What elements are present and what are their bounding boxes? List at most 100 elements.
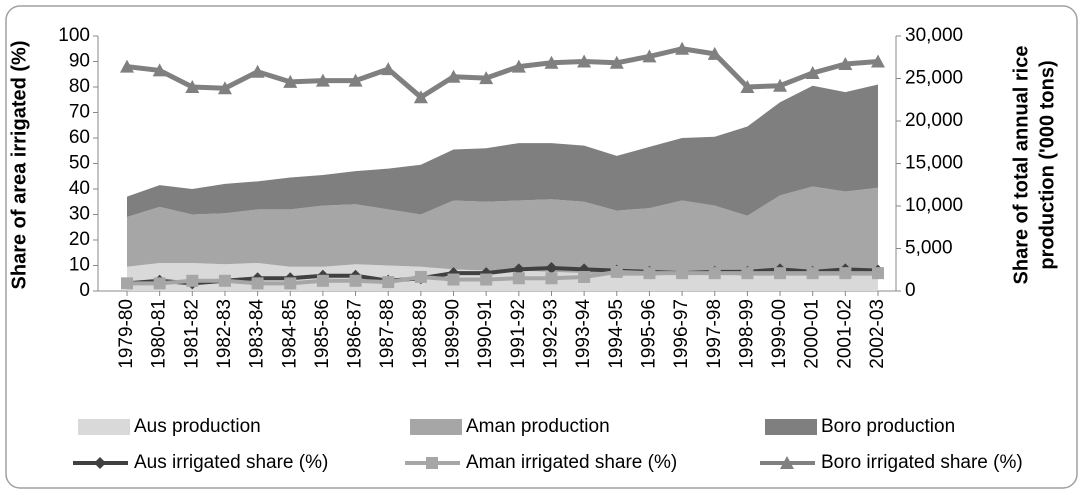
y2-tick-label: 30,000 [905,25,963,46]
marker [511,59,526,73]
marker [153,277,166,290]
y2-axis-title: Share of total annual rice [1010,46,1032,285]
x-tick-label: 1979-80 [116,299,137,369]
y-tick-label: 100 [58,25,90,46]
marker [186,274,199,287]
y-tick-label: 80 [69,76,90,97]
area [127,84,878,218]
marker [446,69,461,83]
legend-swatch [765,419,817,435]
marker [740,80,755,93]
marker [185,80,200,93]
marker [382,276,395,289]
marker [414,270,427,283]
marker [120,59,134,73]
marker [805,65,820,79]
marker [577,54,592,68]
y2-tick-label: 0 [905,280,916,301]
legend-swatch [410,419,462,435]
x-tick-label: 2002-03 [867,299,888,369]
marker [675,41,690,55]
marker [871,54,885,68]
marker [447,273,460,286]
x-tick-label: 1996-97 [671,299,692,369]
x-tick-label: 2001-02 [834,299,855,369]
marker [741,267,754,280]
y2-tick-label: 5,000 [905,238,953,259]
y2-tick-label: 10,000 [905,195,963,216]
marker [642,49,657,63]
marker [578,270,591,283]
x-tick-label: 1989-90 [443,299,464,369]
y-tick-label: 30 [69,204,90,225]
x-tick-label: 1987-88 [377,299,398,369]
y-tick-label: 60 [69,127,90,148]
y-tick-label: 10 [69,255,90,276]
x-tick-label: 1986-87 [345,299,366,369]
legend-label: Boro irrigated share (%) [821,452,1023,473]
legend-label: Aus production [134,416,261,437]
x-tick-label: 1981-82 [181,299,202,369]
x-tick-label: 2000-01 [802,299,823,369]
marker [839,267,852,280]
y2-tick-label: 15,000 [905,153,963,174]
marker [152,63,167,77]
y-axis-title: Share of area irrigated (%) [8,41,30,290]
marker [349,274,362,287]
x-tick-label: 1995-96 [638,299,659,369]
marker [780,456,794,469]
marker [94,457,106,469]
legend-label: Boro production [821,416,955,437]
marker [838,57,853,71]
marker [284,277,297,290]
x-tick-label: 1997-98 [704,299,725,369]
marker [773,78,788,92]
x-tick-label: 1992-93 [540,299,561,369]
y-tick-label: 70 [69,102,90,123]
y-tick-label: 40 [69,178,90,199]
marker [218,274,231,287]
marker [217,81,232,95]
marker [544,55,559,69]
y2-tick-label: 25,000 [905,68,963,89]
marker [316,274,329,287]
y2-tick-label: 20,000 [905,110,963,131]
marker [251,277,264,290]
marker [121,277,133,290]
marker [315,73,330,87]
x-tick-label: 1990-91 [475,299,496,369]
x-tick-label: 1991-92 [508,299,529,369]
marker [545,262,558,275]
legend-label: Aus irrigated share (%) [134,452,328,473]
y-tick-label: 20 [69,229,90,250]
marker [413,90,428,104]
marker [872,267,884,280]
y2-axis-title: production ('000 tons) [1036,60,1058,269]
marker [806,267,819,280]
x-tick-label: 1980-81 [149,299,170,369]
marker [676,267,689,280]
x-tick-label: 1999-00 [769,299,790,369]
x-tick-label: 1982-83 [214,299,235,369]
area [127,186,878,276]
legend-label: Aman production [466,416,610,437]
x-tick-label: 1993-94 [573,299,594,369]
y-tick-label: 90 [69,51,90,72]
line [126,46,879,100]
marker [708,267,721,280]
marker [250,64,265,78]
marker [512,272,525,285]
marker [610,265,623,278]
marker [643,267,656,280]
marker [348,73,363,87]
marker [480,273,493,286]
marker [381,62,396,76]
x-tick-label: 1998-99 [736,299,757,369]
marker [707,46,722,60]
marker [545,272,558,285]
marker [609,55,624,69]
x-tick-label: 1984-85 [279,299,300,369]
legend-swatch [78,419,130,435]
x-tick-label: 1988-89 [410,299,431,369]
